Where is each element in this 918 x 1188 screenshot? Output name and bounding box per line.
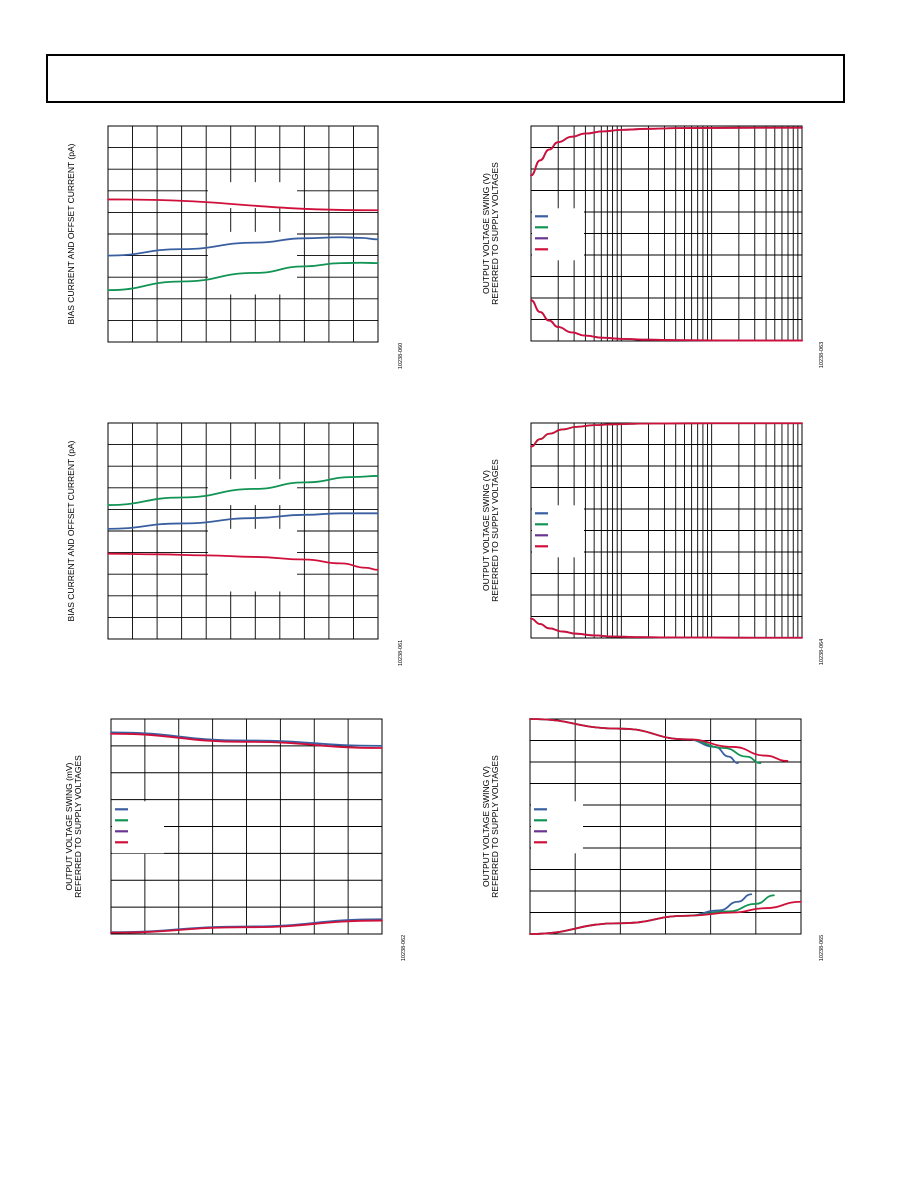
series-line-red — [110, 732, 383, 749]
series-line-blue — [107, 236, 379, 257]
y-axis-label: REFERRED TO SUPPLY VOLTAGES — [490, 162, 500, 305]
series-line-green — [107, 261, 379, 292]
y-axis-label: BIAS CURRENT AND OFFSET CURRENT (pA) — [66, 440, 76, 621]
series-line-red — [530, 126, 803, 177]
series-line-red — [529, 900, 802, 935]
series-line-red — [529, 718, 789, 762]
plot-frame — [530, 125, 803, 342]
plot-frame — [110, 718, 383, 935]
series-line-blue — [107, 512, 379, 530]
plot-frame — [107, 422, 379, 640]
series-line-red — [530, 422, 803, 448]
y-axis-label: REFERRED TO SUPPLY VOLTAGES — [73, 755, 83, 898]
plot-frame — [107, 125, 379, 343]
chart-grid — [111, 719, 382, 934]
series-line-green — [107, 475, 379, 506]
figure-number: 10238-063 — [819, 342, 825, 368]
y-axis-label: BIAS CURRENT AND OFFSET CURRENT (pA) — [66, 143, 76, 324]
y-axis-label: OUTPUT VOLTAGE SWING (V) — [481, 766, 491, 887]
figure-number: 10238-062 — [401, 935, 407, 961]
page-header-box — [46, 54, 845, 103]
series-line-red — [530, 299, 803, 342]
figure-number: 10238-060 — [398, 343, 404, 369]
y-axis-label: OUTPUT VOLTAGE SWING (V) — [481, 173, 491, 294]
plot-frame — [529, 718, 802, 935]
figure-number: 10238-064 — [819, 639, 825, 665]
figure-number: 10238-061 — [398, 640, 404, 666]
series-line-red — [107, 552, 379, 571]
chart-grid — [530, 719, 801, 934]
annotation-box — [207, 528, 297, 592]
series-line-red — [107, 198, 379, 212]
series-line-red — [530, 617, 803, 639]
series-line-red — [110, 919, 383, 934]
series-line-blue — [110, 731, 383, 747]
y-axis-label: OUTPUT VOLTAGE SWING (mV) — [64, 762, 74, 890]
y-axis-label: REFERRED TO SUPPLY VOLTAGES — [490, 755, 500, 898]
chart-grid — [108, 126, 378, 342]
figure-number: 10238-065 — [819, 935, 825, 961]
y-axis-label: REFERRED TO SUPPLY VOLTAGES — [490, 459, 500, 602]
y-axis-label: OUTPUT VOLTAGE SWING (V) — [481, 470, 491, 591]
